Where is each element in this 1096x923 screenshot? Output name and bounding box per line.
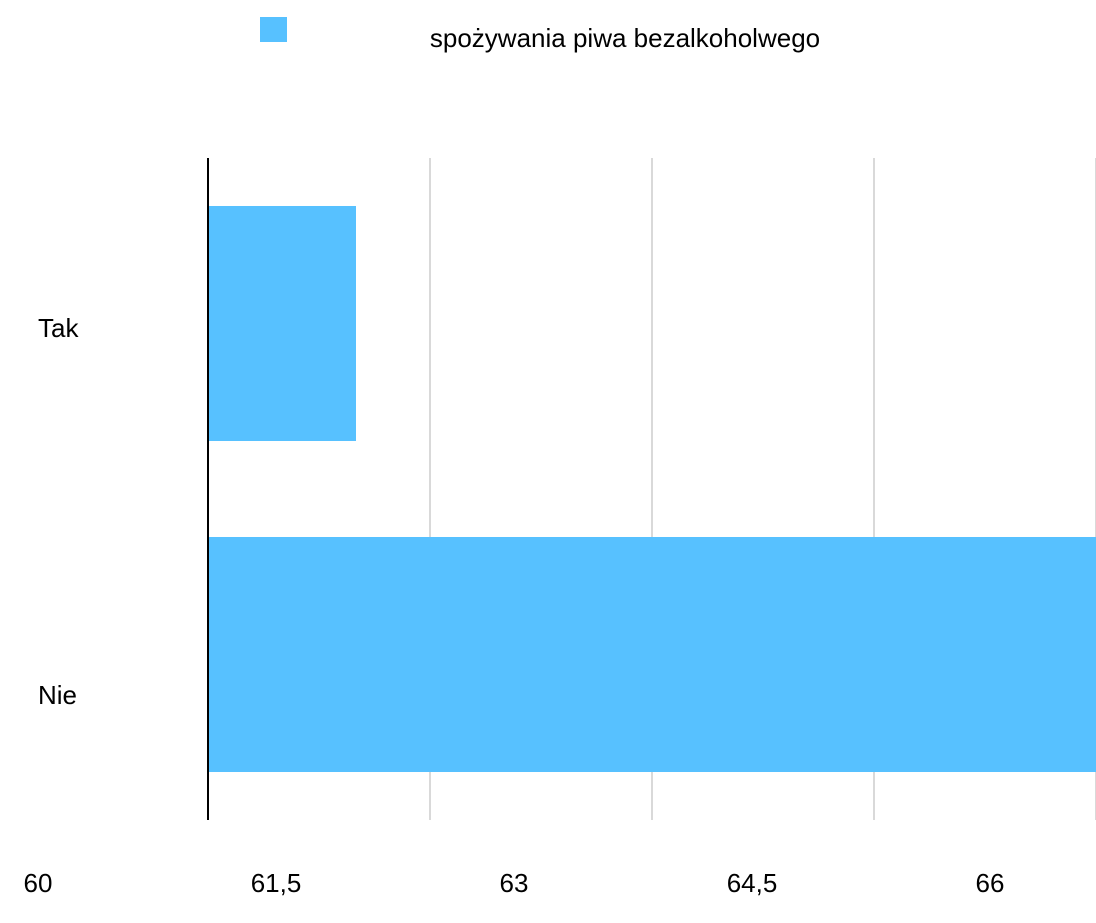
x-tick-label: 66 xyxy=(976,868,1005,898)
x-tick-label: 63 xyxy=(500,868,529,898)
y-tick-label: Tak xyxy=(38,313,79,343)
legend-label: spożywania piwa bezalkoholwego xyxy=(430,23,820,53)
x-tick-label: 60 xyxy=(24,868,53,898)
bar xyxy=(208,205,356,442)
x-tick-label: 61,5 xyxy=(251,868,302,898)
bar xyxy=(208,536,1096,773)
legend-swatch xyxy=(260,17,287,42)
y-tick-label: Nie xyxy=(38,680,77,710)
x-tick-label: 64,5 xyxy=(727,868,778,898)
